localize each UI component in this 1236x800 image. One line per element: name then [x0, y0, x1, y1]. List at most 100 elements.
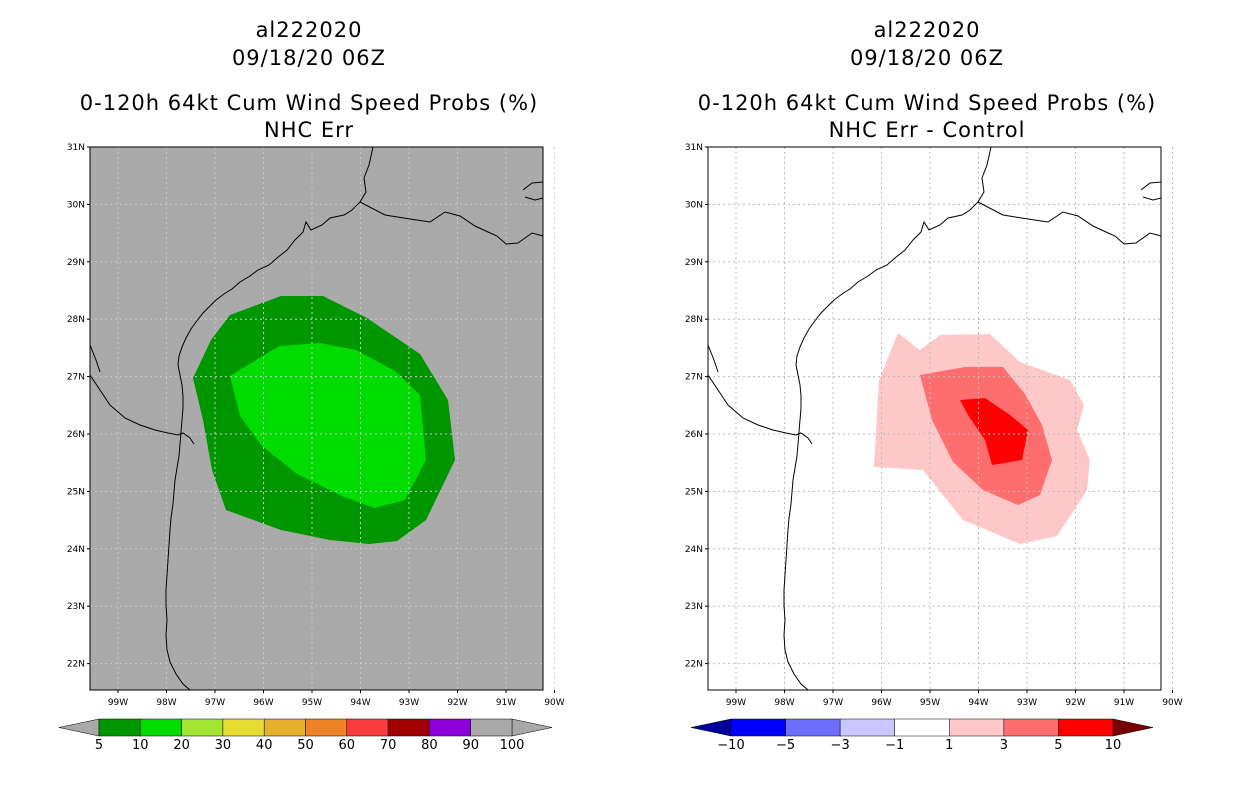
coastline: [89, 374, 195, 445]
colorbar-label: 1: [945, 738, 953, 753]
coastline: [89, 344, 101, 373]
map-frame: [89, 146, 544, 691]
colorbar-swatch: [222, 718, 265, 737]
colorbar-swatch: [949, 718, 1005, 737]
colorbar-swatch: [894, 718, 950, 737]
map-nhc-err-minus-control: 31N 30N 29N 28N 27N 26N 25N 24N 23N 22N 99W 98W 97W 9…: [685, 143, 1183, 753]
colorbar-swatch: [263, 718, 306, 737]
lon-tick-label: 95W: [920, 698, 940, 708]
colorbar-label: −3: [831, 738, 850, 753]
datetime-label: 09/18/20 06Z: [231, 46, 387, 70]
lon-tick-label: 93W: [399, 698, 419, 708]
lat-tick-label: 27N: [67, 373, 85, 383]
colorbar-end-triangle: [511, 718, 553, 737]
storm-id-label: al222020: [873, 18, 981, 42]
datetime-label: 09/18/20 06Z: [849, 46, 1005, 70]
colorbar-swatch: [1058, 718, 1114, 737]
probability-contour: [230, 343, 426, 508]
lon-tick-label: 94W: [968, 698, 988, 708]
product-title: 0-120h 64kt Cum Wind Speed Probs (%): [697, 91, 1157, 115]
lon-tick-label: 98W: [156, 698, 176, 708]
lon-tick-label: 99W: [726, 698, 746, 708]
colorbar-swatch: [140, 718, 182, 737]
lat-tick-label: 24N: [67, 545, 85, 555]
lon-tick-label: 94W: [350, 698, 370, 708]
lat-tick-label: 24N: [685, 545, 703, 555]
lat-tick-label: 31N: [685, 143, 703, 153]
colorbar-swatch: [429, 718, 471, 737]
lat-tick-label: 22N: [67, 660, 85, 670]
colorbar-label: −10: [717, 738, 744, 753]
lat-tick-label: 29N: [67, 258, 85, 268]
lat-tick-label: 29N: [685, 258, 703, 268]
lon-tick-label: 92W: [1065, 698, 1085, 708]
panel-nhc-err-minus-control: al222020 09/18/20 06Z 0-120h 64kt Cum Wi…: [618, 0, 1236, 800]
coastline: [707, 344, 719, 373]
colorbar-label: 5: [1054, 738, 1062, 753]
colorbar-swatch: [785, 718, 841, 737]
colorbar-label: 70: [380, 738, 397, 753]
panel-subtitle: NHC Err: [263, 118, 354, 142]
colorbar-label: 100: [500, 738, 525, 753]
lon-tick-label: 97W: [205, 698, 225, 708]
lon-tick-label: 97W: [823, 698, 843, 708]
colorbar-label: 50: [297, 738, 314, 753]
colorbar-end-triangle: [1112, 718, 1154, 737]
colorbar-label: 30: [215, 738, 232, 753]
colorbar-label: 60: [339, 738, 356, 753]
lon-tick-label: 93W: [1017, 698, 1037, 708]
colorbar-swatch: [470, 718, 513, 737]
colorbar-swatch: [98, 718, 141, 737]
lon-tick-label: 92W: [447, 698, 467, 708]
map-frame: [707, 146, 1162, 691]
colorbar-swatch: [346, 718, 389, 737]
lat-tick-label: 26N: [685, 430, 703, 440]
lat-tick-label: 25N: [67, 487, 85, 497]
coastline: [783, 146, 992, 691]
colorbar-swatch: [839, 718, 895, 737]
colorbar-swatch: [387, 718, 430, 737]
lat-tick-label: 23N: [685, 602, 703, 612]
colorbar-label: 3: [1000, 738, 1008, 753]
storm-id-label: al222020: [255, 18, 363, 42]
lon-tick-label: 96W: [871, 698, 891, 708]
colorbar-swatch: [305, 718, 348, 737]
lat-tick-label: 28N: [67, 315, 85, 325]
colorbar-swatch: [730, 718, 786, 737]
lon-tick-label: 96W: [253, 698, 273, 708]
lat-tick-label: 28N: [685, 315, 703, 325]
lon-tick-label: 90W: [544, 698, 564, 708]
colorbar-label: −5: [776, 738, 795, 753]
lat-tick-label: 27N: [685, 373, 703, 383]
colorbar-label: 40: [256, 738, 273, 753]
lon-tick-label: 98W: [774, 698, 794, 708]
lat-tick-label: 22N: [685, 660, 703, 670]
colorbar-end-triangle: [58, 718, 100, 737]
lon-tick-label: 95W: [302, 698, 322, 708]
coastline: [359, 201, 544, 245]
map-nhc-err: 31N 30N 29N 28N 27N 26N 25N 24N 23N 22N 99W 98W 97W 9…: [58, 143, 565, 753]
colorbar-label: 80: [421, 738, 438, 753]
probability-contour: [960, 398, 1028, 465]
colorbar-label: 20: [173, 738, 190, 753]
lon-tick-label: 91W: [1114, 698, 1134, 708]
product-title: 0-120h 64kt Cum Wind Speed Probs (%): [79, 91, 539, 115]
colorbar-label: 10: [1105, 738, 1122, 753]
lon-tick-label: 99W: [108, 698, 128, 708]
colorbar-label: 5: [95, 738, 103, 753]
lat-tick-label: 31N: [67, 143, 85, 153]
colorbar-label: 10: [132, 738, 149, 753]
coastline: [165, 146, 374, 691]
panel-nhc-err: al222020 09/18/20 06Z 0-120h 64kt Cum Wi…: [58, 18, 565, 753]
coastline: [977, 201, 1162, 245]
lat-tick-label: 30N: [685, 200, 703, 210]
colorbar-label: −1: [885, 738, 904, 753]
colorbar-swatch: [181, 718, 224, 737]
lon-tick-label: 90W: [1162, 698, 1182, 708]
coastline: [707, 374, 813, 445]
colorbar-swatch: [1003, 718, 1059, 737]
colorbar-label: 90: [462, 738, 479, 753]
lat-tick-label: 26N: [67, 430, 85, 440]
panel-subtitle: NHC Err - Control: [828, 118, 1026, 142]
colorbar-end-triangle: [690, 718, 732, 737]
